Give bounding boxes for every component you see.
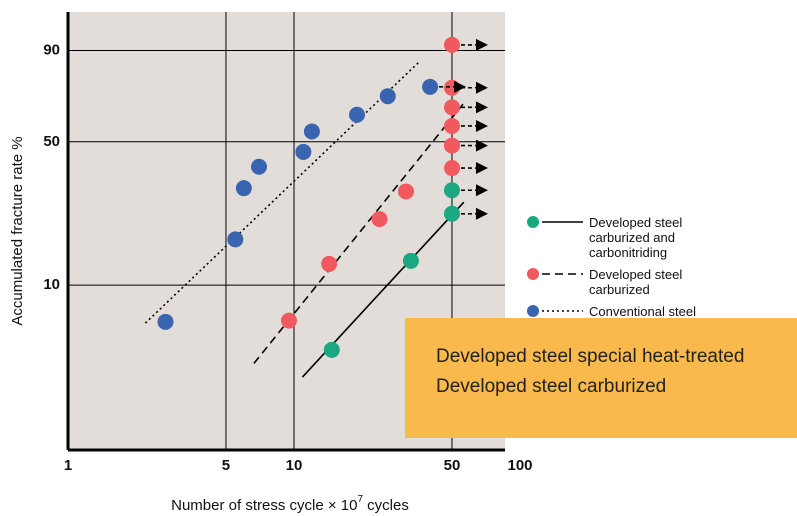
data-point bbox=[371, 211, 388, 228]
data-point bbox=[443, 160, 460, 177]
x-axis-label-sup: 7 bbox=[357, 494, 363, 505]
legend-dot bbox=[527, 268, 539, 280]
data-point bbox=[303, 123, 320, 140]
data-point bbox=[321, 255, 338, 272]
arrow-head bbox=[475, 38, 488, 51]
legend-dot bbox=[527, 305, 539, 317]
y-tick-label: 50 bbox=[43, 133, 60, 150]
data-point bbox=[157, 313, 174, 330]
x-tick-label: 5 bbox=[222, 457, 230, 474]
legend-item: Developed steel carburized and carbonitr… bbox=[525, 214, 797, 260]
x-axis-label-tail: cycles bbox=[363, 497, 409, 514]
data-point bbox=[443, 182, 460, 199]
legend-label: Developed steel carburized bbox=[589, 267, 683, 297]
legend-swatch bbox=[527, 305, 583, 317]
legend-swatch bbox=[527, 268, 583, 280]
data-point bbox=[295, 143, 312, 160]
data-point bbox=[397, 183, 414, 200]
legend-label: Developed steel carburized and carbonitr… bbox=[589, 215, 683, 260]
overlay-text: Developed steel carburized bbox=[436, 376, 667, 397]
fit-line bbox=[144, 61, 421, 324]
x-tick-label: 10 bbox=[286, 457, 303, 474]
x-axis-label: Number of stress cycle × 107 cycles bbox=[171, 494, 409, 514]
x-tick-label: 50 bbox=[444, 457, 461, 474]
data-point bbox=[235, 180, 252, 197]
data-point bbox=[443, 117, 460, 134]
x-axis-label-text: Number of stress cycle × 10 bbox=[171, 497, 357, 514]
y-tick-label: 90 bbox=[43, 41, 60, 58]
data-point bbox=[422, 78, 439, 95]
arrow-head bbox=[475, 139, 488, 152]
x-tick-label: 100 bbox=[507, 457, 532, 474]
data-point bbox=[402, 252, 419, 269]
y-tick-label: 10 bbox=[43, 276, 60, 293]
x-tick-label: 1 bbox=[64, 457, 72, 474]
overlay-text: Developed steel special heat-treated bbox=[436, 346, 745, 367]
data-point bbox=[443, 99, 460, 116]
data-point bbox=[280, 312, 297, 329]
data-point bbox=[348, 106, 365, 123]
data-point bbox=[323, 341, 340, 358]
arrow-head bbox=[475, 162, 488, 175]
arrow-head bbox=[475, 81, 488, 94]
data-point bbox=[443, 137, 460, 154]
legend-dot bbox=[527, 216, 539, 228]
arrow-head bbox=[475, 207, 488, 220]
legend-swatch bbox=[527, 216, 583, 228]
arrow-head bbox=[454, 80, 467, 93]
data-point bbox=[443, 36, 460, 53]
arrow-head bbox=[475, 119, 488, 132]
data-point bbox=[250, 158, 267, 175]
data-point bbox=[227, 231, 244, 248]
overlay-box: Developed steel special heat-treated Deve… bbox=[405, 318, 797, 438]
legend-item: Developed steel carburized bbox=[525, 266, 797, 297]
arrow-head bbox=[475, 101, 488, 114]
data-point bbox=[379, 88, 396, 105]
data-point bbox=[443, 205, 460, 222]
y-axis-label: Accumulated fracture rate % bbox=[9, 136, 26, 325]
arrow-head bbox=[475, 184, 488, 197]
